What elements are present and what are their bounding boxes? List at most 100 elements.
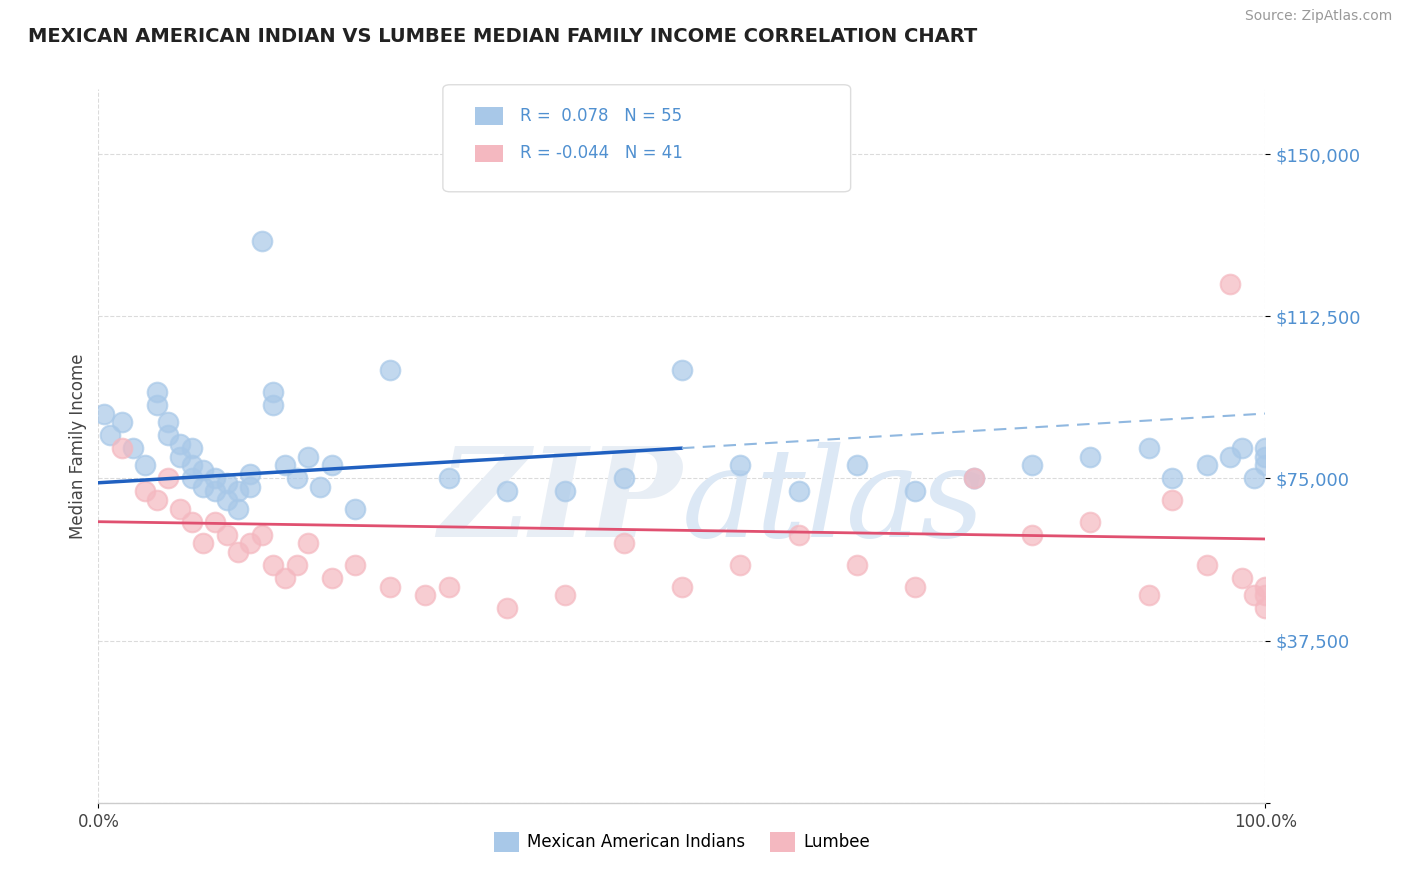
Point	[846, 458, 869, 473]
Point	[239, 480, 262, 494]
Point	[180, 458, 202, 473]
Point	[262, 558, 284, 572]
Point	[215, 475, 238, 490]
Point	[228, 501, 250, 516]
Point	[1243, 588, 1265, 602]
Point	[1080, 515, 1102, 529]
Point	[262, 398, 284, 412]
Point	[1254, 580, 1277, 594]
Point	[274, 571, 297, 585]
Text: ZIP: ZIP	[439, 442, 682, 564]
Point	[344, 501, 367, 516]
Point	[215, 527, 238, 541]
Point	[846, 558, 869, 572]
Point	[122, 441, 145, 455]
Point	[671, 363, 693, 377]
Point	[1254, 601, 1277, 615]
Point	[193, 536, 215, 550]
Point	[134, 458, 156, 473]
Point	[297, 450, 319, 464]
Point	[93, 407, 115, 421]
Point	[239, 467, 262, 482]
Point	[730, 558, 752, 572]
Point	[496, 484, 519, 499]
Point	[157, 415, 180, 429]
Point	[169, 501, 191, 516]
Point	[309, 480, 332, 494]
Point	[274, 458, 297, 473]
Point	[554, 484, 576, 499]
Point	[1254, 458, 1277, 473]
Y-axis label: Median Family Income: Median Family Income	[69, 353, 87, 539]
Point	[169, 437, 191, 451]
Point	[285, 471, 308, 485]
Point	[250, 234, 273, 248]
Point	[297, 536, 319, 550]
Text: R = -0.044   N = 41: R = -0.044 N = 41	[520, 145, 683, 162]
Point	[1197, 458, 1219, 473]
Point	[1161, 493, 1184, 508]
Point	[612, 471, 634, 485]
Point	[215, 493, 238, 508]
Point	[204, 515, 226, 529]
Point	[904, 580, 927, 594]
Point	[250, 527, 273, 541]
Point	[1137, 588, 1160, 602]
Point	[180, 441, 202, 455]
Point	[180, 515, 202, 529]
Point	[111, 415, 134, 429]
Point	[1219, 277, 1241, 291]
Point	[437, 580, 460, 594]
Point	[730, 458, 752, 473]
Point	[1243, 471, 1265, 485]
Text: atlas: atlas	[682, 442, 986, 564]
Text: R =  0.078   N = 55: R = 0.078 N = 55	[520, 107, 682, 125]
Text: Source: ZipAtlas.com: Source: ZipAtlas.com	[1244, 9, 1392, 23]
Point	[228, 484, 250, 499]
Point	[1161, 471, 1184, 485]
Text: MEXICAN AMERICAN INDIAN VS LUMBEE MEDIAN FAMILY INCOME CORRELATION CHART: MEXICAN AMERICAN INDIAN VS LUMBEE MEDIAN…	[28, 27, 977, 45]
Point	[437, 471, 460, 485]
Point	[1219, 450, 1241, 464]
Point	[321, 458, 343, 473]
Point	[157, 428, 180, 442]
Point	[1021, 527, 1043, 541]
Point	[787, 484, 810, 499]
Point	[146, 384, 169, 399]
Point	[554, 588, 576, 602]
Point	[262, 384, 284, 399]
Point	[146, 493, 169, 508]
Point	[904, 484, 927, 499]
Point	[146, 398, 169, 412]
Point	[496, 601, 519, 615]
Point	[380, 580, 402, 594]
Point	[98, 428, 121, 442]
Point	[285, 558, 308, 572]
Point	[193, 463, 215, 477]
Point	[204, 471, 226, 485]
Point	[169, 450, 191, 464]
Point	[1254, 441, 1277, 455]
Point	[1197, 558, 1219, 572]
Point	[413, 588, 436, 602]
Point	[228, 545, 250, 559]
Point	[111, 441, 134, 455]
Point	[380, 363, 402, 377]
Point	[1230, 441, 1253, 455]
Point	[1137, 441, 1160, 455]
Point	[1021, 458, 1043, 473]
Point	[180, 471, 202, 485]
Point	[1254, 588, 1277, 602]
Point	[239, 536, 262, 550]
Point	[671, 580, 693, 594]
Point	[193, 480, 215, 494]
Point	[962, 471, 984, 485]
Point	[1080, 450, 1102, 464]
Point	[204, 484, 226, 499]
Point	[962, 471, 984, 485]
Point	[1254, 450, 1277, 464]
Point	[344, 558, 367, 572]
Point	[321, 571, 343, 585]
Point	[134, 484, 156, 499]
Point	[787, 527, 810, 541]
